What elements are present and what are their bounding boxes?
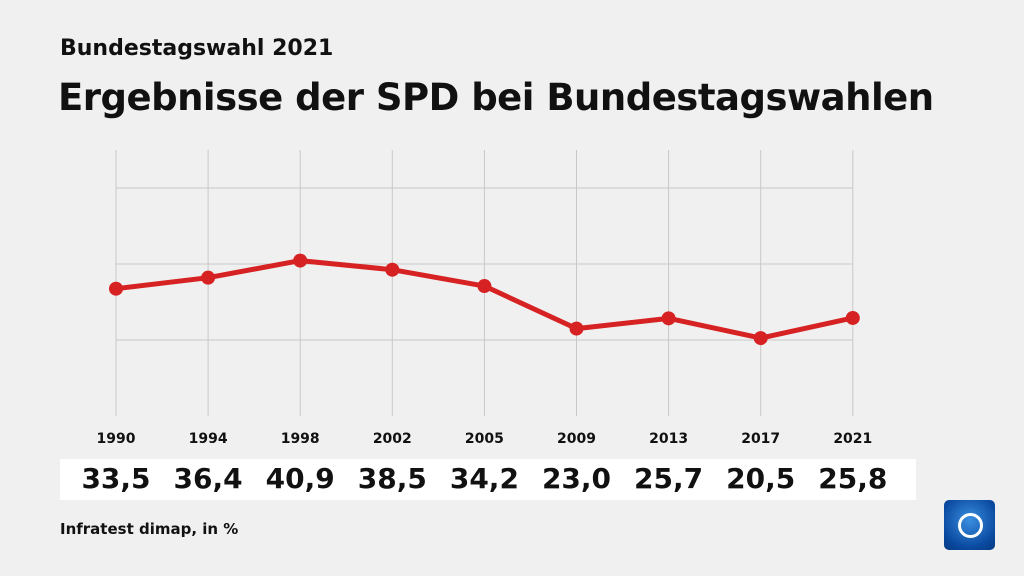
x-tick-label: 2021 (833, 431, 872, 447)
value-label: 36,4 (173, 462, 243, 495)
value-label: 38,5 (357, 462, 427, 495)
data-point (109, 281, 123, 296)
value-strip: 33,5 36,4 40,9 38,5 34,2 23,0 25,7 20,5 25,8 (60, 459, 916, 500)
data-point (845, 310, 860, 325)
x-tick-label: 1994 (189, 431, 228, 447)
value-label: 20,5 (726, 462, 796, 495)
x-tick-label: 2005 (465, 431, 504, 447)
data-point (477, 279, 492, 294)
value-label: 25,7 (634, 462, 704, 495)
x-tick-label: 2017 (741, 431, 780, 447)
value-label: 40,9 (265, 462, 335, 495)
value-label: 23,0 (541, 462, 612, 495)
value-label: 33,5 (81, 462, 151, 495)
chart-title: Ergebnisse der SPD bei Bundestagswahlen (58, 76, 934, 119)
data-point (293, 253, 308, 268)
tagesschau-logo (944, 500, 995, 550)
data-point (385, 262, 400, 277)
value-label: 25,8 (818, 462, 888, 495)
x-tick-label: 2013 (649, 431, 688, 447)
x-tick-label: 1998 (281, 431, 320, 447)
data-point (753, 331, 768, 346)
chart-subtitle: Bundestagswahl 2021 (60, 36, 334, 61)
source-note: Infratest dimap, in % (60, 520, 239, 538)
data-point (569, 321, 584, 336)
data-point (661, 311, 676, 326)
x-tick-label: 2009 (557, 431, 596, 447)
data-point (201, 270, 216, 285)
value-label: 34,2 (449, 462, 519, 495)
x-tick-label: 1990 (97, 431, 136, 447)
x-tick-label: 2002 (373, 431, 412, 447)
